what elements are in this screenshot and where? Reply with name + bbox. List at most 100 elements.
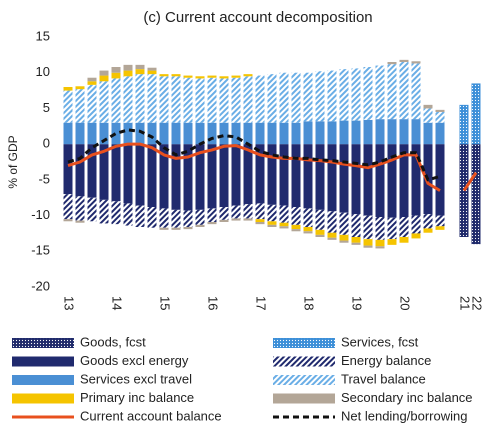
bar-segment: [327, 70, 337, 122]
bar-segment: [99, 81, 109, 123]
bar-segment: [411, 63, 421, 120]
bar-segment: [399, 144, 409, 217]
y-tick-label: -5: [38, 171, 50, 186]
bar-segment: [87, 144, 97, 198]
legend-swatch: [273, 393, 335, 404]
bar-segment: [279, 144, 289, 206]
bar-segment: [171, 74, 181, 77]
bar-segment: [315, 121, 325, 145]
legend-swatch: [273, 338, 335, 348]
bar-segment: [339, 120, 349, 145]
bar-segment: [291, 122, 301, 145]
bar-segment: [387, 119, 397, 145]
bar-segment: [75, 144, 85, 197]
bar-segment: [207, 222, 217, 225]
bar-segment: [387, 62, 397, 65]
bar-segment: [375, 239, 385, 247]
bar-segment: [279, 222, 289, 227]
bar-segment: [123, 70, 133, 77]
bar-segment: [207, 75, 217, 78]
bar-segment: [63, 219, 73, 222]
bar-segment: [63, 90, 73, 123]
bar-segment: [87, 122, 97, 145]
legend-label: Goods, fcst: [80, 334, 146, 349]
bar-segment: [339, 212, 349, 235]
bar-segment: [219, 122, 229, 145]
bar-segment: [303, 72, 313, 122]
bar-segment: [183, 227, 193, 230]
bar-segment: [159, 144, 169, 209]
bar-segment: [435, 226, 445, 230]
bar-segment: [87, 81, 97, 85]
bar-segment: [327, 232, 337, 238]
bar-segment: [147, 207, 157, 228]
bar-segment: [75, 220, 85, 223]
bar-segment: [351, 120, 361, 145]
chart-title: (c) Current account decomposition: [143, 9, 372, 26]
bar-segment: [183, 210, 193, 227]
bar-segment: [159, 208, 169, 228]
bar-segment: [351, 214, 361, 237]
bar-segment: [399, 237, 409, 243]
legend-swatch: [12, 338, 74, 348]
bar-segment: [351, 144, 361, 215]
bar-segment: [207, 144, 217, 209]
bar-segment: [399, 59, 409, 62]
bar-segment: [411, 144, 421, 216]
bar-segment: [375, 217, 385, 240]
bar-segment: [135, 64, 145, 70]
bar-segment: [195, 224, 205, 227]
bar-segment: [315, 144, 325, 210]
bar-segment: [159, 227, 169, 230]
y-tick-label: 10: [36, 64, 50, 79]
bar-segment: [303, 231, 313, 234]
bar-segment: [147, 70, 157, 75]
bar-segment: [399, 217, 409, 237]
bar-segment: [303, 121, 313, 145]
bar-segment: [207, 77, 217, 123]
bar-segment: [363, 215, 373, 240]
y-tick-label: 15: [36, 28, 50, 43]
bar-segment: [183, 77, 193, 123]
bar-segment: [435, 112, 445, 123]
x-tick-label: 17: [254, 296, 269, 310]
bar-segment: [267, 74, 277, 123]
bar-segment: [435, 122, 445, 145]
bar-segment: [423, 214, 433, 229]
bar-segment: [171, 209, 181, 228]
bar-segment: [111, 67, 121, 73]
bar-segment: [255, 203, 265, 220]
bar-segment: [63, 87, 73, 91]
bar-segment: [123, 144, 133, 204]
bar-segment: [171, 122, 181, 145]
bar-segment: [111, 144, 121, 202]
bar-segment: [411, 215, 421, 234]
legend-swatch: [12, 356, 74, 367]
bar-segment: [231, 75, 241, 78]
x-tick-label: 15: [158, 296, 173, 310]
bar-segment: [315, 229, 325, 235]
y-tick-label: -20: [31, 278, 50, 293]
bar-segment: [459, 104, 469, 145]
bar-segment: [351, 242, 361, 245]
bar-segment: [243, 218, 253, 221]
x-tick-label: 18: [302, 296, 317, 310]
bar-segment: [411, 233, 421, 239]
bar-segment: [183, 122, 193, 145]
bar-segment: [399, 62, 409, 120]
bar-segment: [159, 122, 169, 145]
bar-segment: [183, 75, 193, 78]
bar-segment: [315, 234, 325, 237]
bar-segment: [231, 205, 241, 219]
bar-segment: [243, 74, 253, 77]
bar-segment: [279, 122, 289, 145]
bar-segment: [231, 122, 241, 145]
legend-label: Primary inc balance: [80, 390, 194, 405]
bar-segment: [303, 144, 313, 209]
bar-segment: [327, 211, 337, 233]
bar-segment: [99, 199, 109, 224]
bar-segment: [291, 224, 301, 230]
bar-segment: [291, 229, 301, 232]
bar-segment: [255, 122, 265, 145]
